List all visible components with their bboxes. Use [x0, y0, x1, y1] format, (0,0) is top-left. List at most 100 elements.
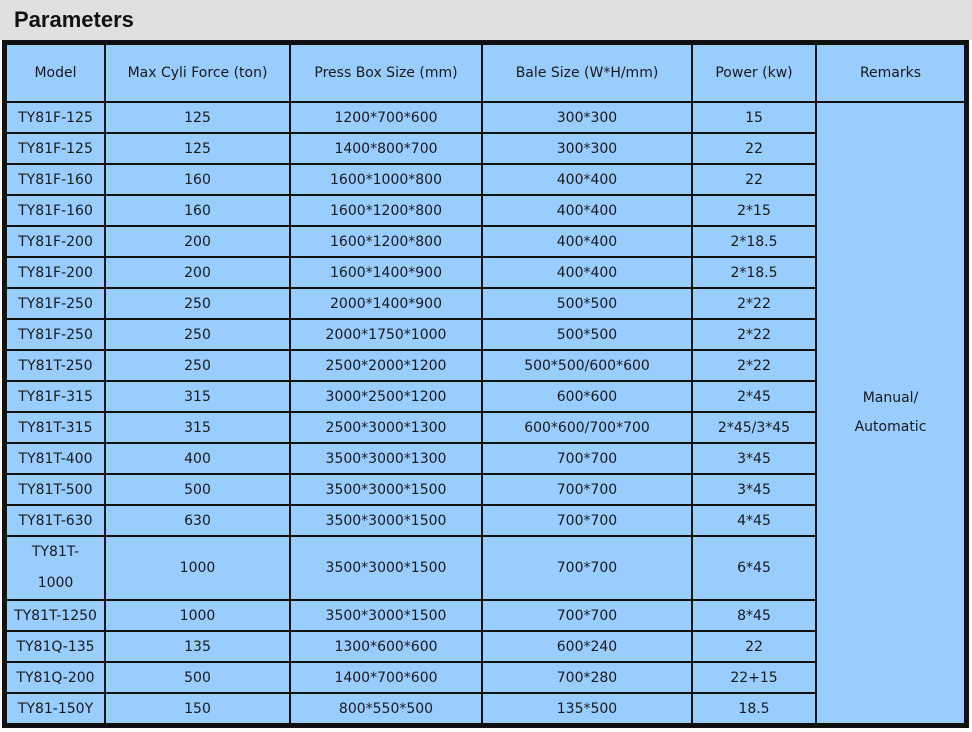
table-cell: 2*22 [691, 318, 817, 351]
table-row: TY81F-160 160 1600*1000*800 400*400 22 [5, 163, 965, 196]
table-cell: TY81F-315 [5, 380, 106, 413]
table-cell: 630 [104, 504, 291, 537]
parameter-table: Model Max Cyli Force (ton) Press Box Size … [5, 43, 966, 725]
table-cell: 2500*3000*1300 [289, 411, 483, 444]
table-cell: 125 [104, 132, 291, 165]
table-cell: 1400*800*700 [289, 132, 483, 165]
table-cell: 400*400 [481, 163, 693, 196]
table-row: TY81Q-200 500 1400*700*600 700*280 22+15 [5, 661, 965, 694]
table-row: TY81T-500 500 3500*3000*1500 700*700 3*45 [5, 473, 965, 506]
table-cell: TY81T-1000 [5, 535, 106, 601]
table-cell: 600*600 [481, 380, 693, 413]
table-cell: 2000*1400*900 [289, 287, 483, 320]
table-cell: 1000 [104, 535, 291, 601]
table-cell: 700*700 [481, 599, 693, 632]
table-cell: TY81F-250 [5, 318, 106, 351]
table-cell: 4*45 [691, 504, 817, 537]
table-cell: 2000*1750*1000 [289, 318, 483, 351]
table-cell: 800*550*500 [289, 692, 483, 725]
table-cell: 135 [104, 630, 291, 663]
table-cell: 3000*2500*1200 [289, 380, 483, 413]
table-row: TY81F-250 250 2000*1750*1000 500*500 2*22 [5, 318, 965, 351]
table-cell: 22 [691, 163, 817, 196]
table-cell: 1400*700*600 [289, 661, 483, 694]
table-cell: 160 [104, 163, 291, 196]
table-cell: 2*18.5 [691, 225, 817, 258]
table-cell: 400*400 [481, 256, 693, 289]
table-cell: 700*700 [481, 442, 693, 475]
table-cell: 125 [104, 101, 291, 134]
table-row: TY81T-315 315 2500*3000*1300 600*600/700*70… [5, 411, 965, 444]
table-cell: 315 [104, 380, 291, 413]
table-cell: 150 [104, 692, 291, 725]
table-row: TY81F-200 200 1600*1400*900 400*400 2*18.5 [5, 256, 965, 289]
table-cell: 22+15 [691, 661, 817, 694]
table-cell: 300*300 [481, 101, 693, 134]
table-cell: 300*300 [481, 132, 693, 165]
table-cell: TY81F-250 [5, 287, 106, 320]
table-cell: 2*22 [691, 349, 817, 382]
table-cell: 400*400 [481, 194, 693, 227]
table-cell: 22 [691, 132, 817, 165]
table-cell: 3500*3000*1500 [289, 473, 483, 506]
table-cell: TY81F-125 [5, 132, 106, 165]
table-cell: 15 [691, 101, 817, 134]
table-row: TY81F-200 200 1600*1200*800 400*400 2*18.5 [5, 225, 965, 258]
table-frame: Model Max Cyli Force (ton) Press Box Size … [2, 40, 969, 728]
table-cell: 500*500 [481, 287, 693, 320]
table-cell: 160 [104, 194, 291, 227]
table-cell: 1600*1200*800 [289, 194, 483, 227]
column-header: Power (kw) [691, 43, 817, 103]
remarks-cell: Manual/ Automatic [815, 101, 966, 725]
table-cell: 22 [691, 630, 817, 663]
table-cell: TY81F-160 [5, 163, 106, 196]
table-cell: 500 [104, 473, 291, 506]
table-cell: 2*45/3*45 [691, 411, 817, 444]
table-cell: TY81F-200 [5, 256, 106, 289]
column-header: Remarks [815, 43, 966, 103]
table-cell: 1200*700*600 [289, 101, 483, 134]
table-cell: 6*45 [691, 535, 817, 601]
table-body: TY81F-125 125 1200*700*600 300*300 15 Manual/… [5, 101, 966, 725]
table-cell: 1600*1200*800 [289, 225, 483, 258]
table-row: TY81F-250 250 2000*1400*900 500*500 2*22 [5, 287, 965, 320]
table-cell: TY81T-630 [5, 504, 106, 537]
table-cell: 1000 [104, 599, 291, 632]
table-row: TY81F-125 125 1200*700*600 300*300 15 Manual/… [5, 101, 966, 725]
table-cell: 2*18.5 [691, 256, 817, 289]
table-cell: TY81F-125 [5, 101, 106, 134]
column-header: Bale Size (W*H/mm) [481, 43, 693, 103]
table-row: TY81F-315 315 3000*2500*1200 600*600 2*45 [5, 380, 965, 413]
table-cell: 700*700 [481, 504, 693, 537]
table-cell: 8*45 [691, 599, 817, 632]
table-cell: 3500*3000*1500 [289, 504, 483, 537]
table-cell: 250 [104, 349, 291, 382]
table-cell: 2500*2000*1200 [289, 349, 483, 382]
table-cell: 250 [104, 287, 291, 320]
column-header: Model [5, 43, 106, 103]
table-cell: 315 [104, 411, 291, 444]
table-cell: 500 [104, 661, 291, 694]
table-row: TY81-150Y 150 800*550*500 135*500 18.5 [5, 692, 965, 725]
table-cell: TY81T-1250 [5, 599, 106, 632]
table-cell: 3500*3000*1500 [289, 599, 483, 632]
table-row: TY81F-125 125 1400*800*700 300*300 22 [5, 132, 965, 165]
cell-text: TY81T-1000 [31, 544, 80, 591]
header-row: Model Max Cyli Force (ton) Press Box Size … [5, 43, 966, 103]
table-cell: 200 [104, 256, 291, 289]
table-cell: 3500*3000*1300 [289, 442, 483, 475]
table-cell: 2*45 [691, 380, 817, 413]
table-cell: 2*15 [691, 194, 817, 227]
table-cell: TY81F-200 [5, 225, 106, 258]
table-cell: 1600*1000*800 [289, 163, 483, 196]
table-row: TY81T-400 400 3500*3000*1300 700*700 3*45 [5, 442, 965, 475]
header-bar: Parameters [0, 0, 972, 40]
table-cell: 600*600/700*700 [481, 411, 693, 444]
table-cell: TY81Q-135 [5, 630, 106, 663]
table-cell: TY81T-500 [5, 473, 106, 506]
table-cell: 1300*600*600 [289, 630, 483, 663]
column-header: Press Box Size (mm) [289, 43, 483, 103]
title: Parameters [14, 7, 134, 32]
table-row: TY81T-250 250 2500*2000*1200 500*500/600*60… [5, 349, 965, 382]
